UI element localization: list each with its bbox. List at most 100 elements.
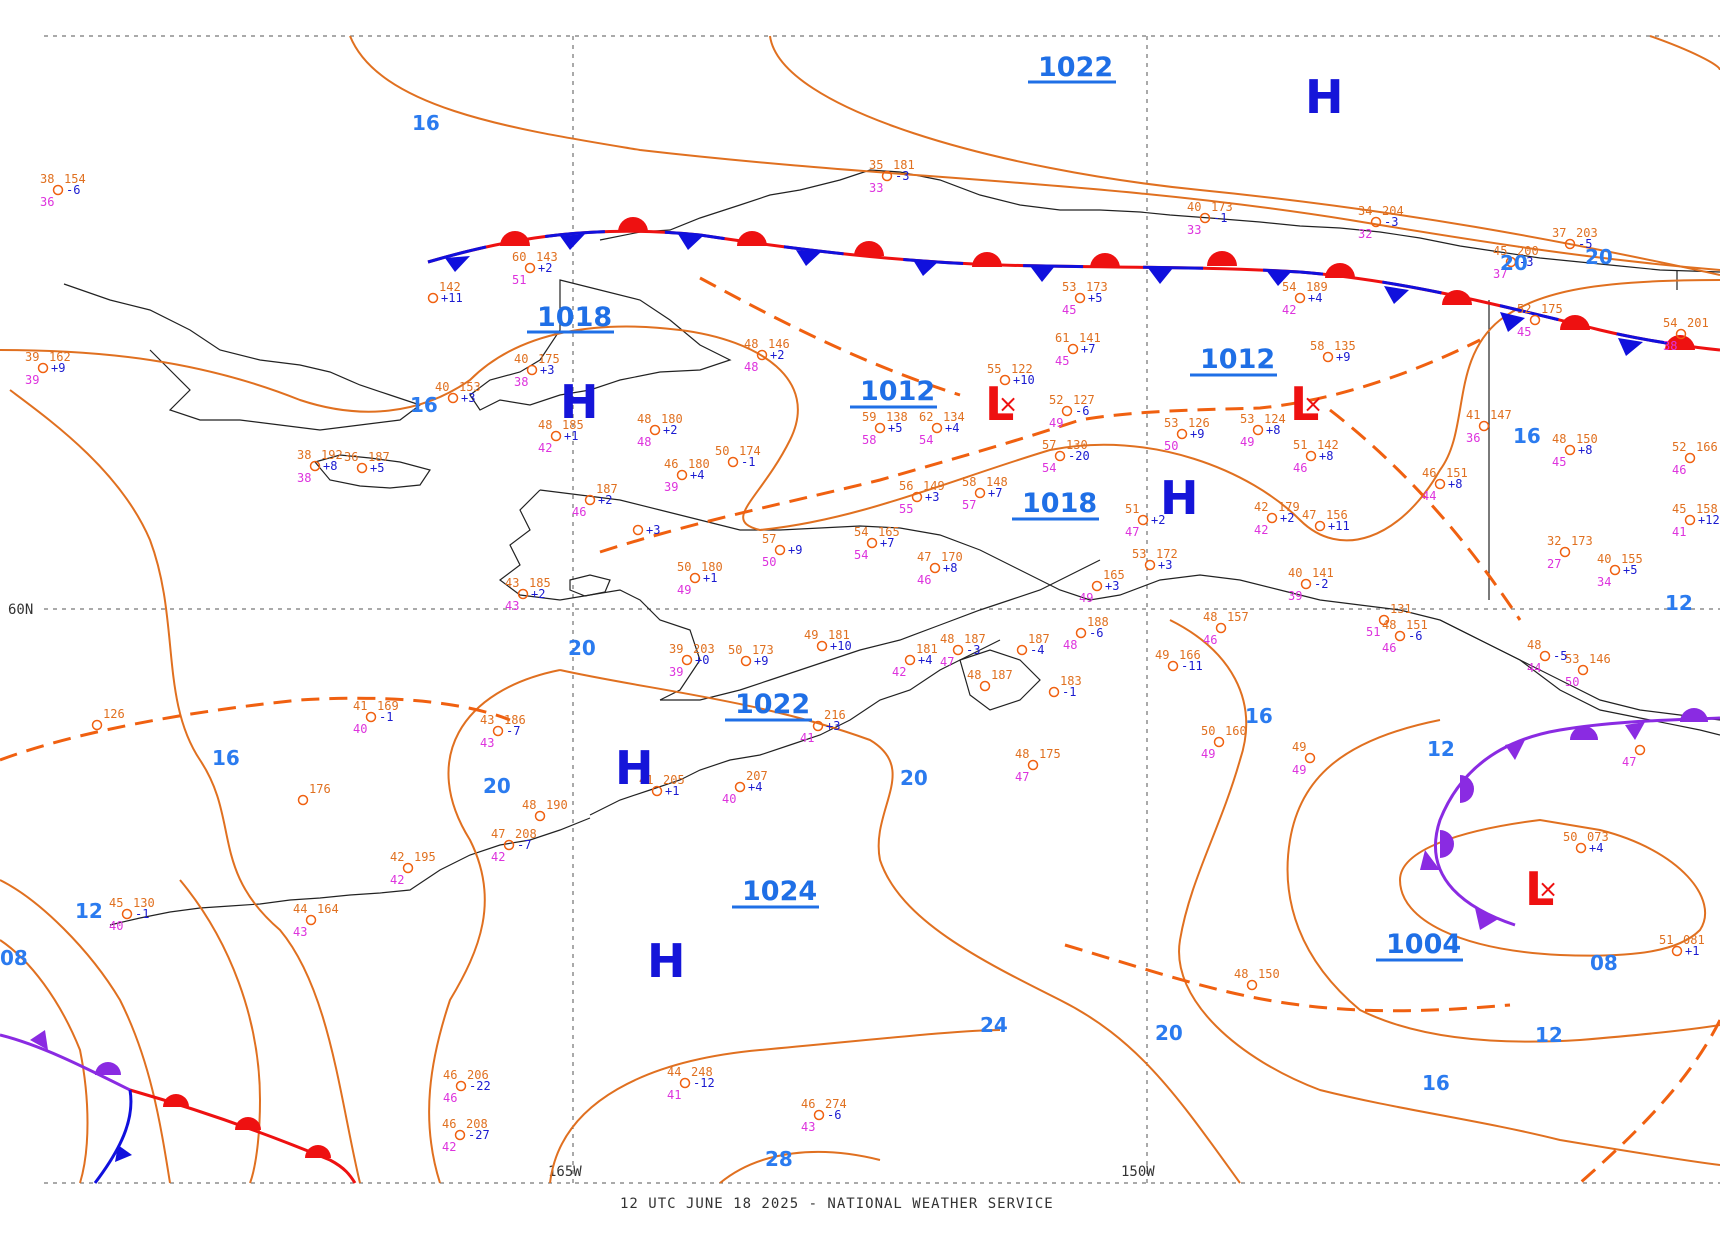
- station-tendency: +8: [1319, 449, 1333, 463]
- occluded-front-southwest: [0, 1033, 131, 1092]
- station-plot: 176: [297, 782, 331, 806]
- station-plot: 46 206-22 46: [443, 1068, 491, 1105]
- station-marker-icon: [649, 424, 661, 436]
- station-marker-icon: [676, 469, 688, 481]
- station-dewpoint: 43: [293, 925, 307, 939]
- station-pressure: 146: [768, 337, 790, 351]
- station-pressure: 135: [1334, 339, 1356, 353]
- station-temperature: 48: [1015, 747, 1029, 761]
- station-pressure: 138: [886, 410, 908, 424]
- station-temperature: 40: [1288, 566, 1302, 580]
- isobar-1016-bering: [0, 279, 1720, 542]
- station-temperature: 43: [480, 713, 494, 727]
- station-pressure: 185: [562, 418, 584, 432]
- station-plot: 48 175 47: [1015, 747, 1061, 784]
- station-pressure: 173: [1086, 280, 1108, 294]
- station-temperature: 40: [1597, 552, 1611, 566]
- station-tendency: -3: [966, 643, 980, 657]
- station-pressure: 173: [1211, 200, 1233, 214]
- station-plot: 59 138+5 58: [862, 410, 908, 447]
- isobar-label: 24: [980, 1013, 1008, 1037]
- coastline-seward-peninsula: [469, 279, 732, 411]
- station-plot: 165+3 49: [1079, 568, 1125, 605]
- station-temperature: 49: [1292, 740, 1306, 754]
- station-plot: 47: [1622, 744, 1646, 769]
- station-marker-icon: [503, 839, 515, 851]
- station-temperature: 56: [899, 479, 913, 493]
- station-temperature: 58: [962, 475, 976, 489]
- station-pressure: 206: [467, 1068, 489, 1082]
- low-center-marker: L: [985, 377, 1014, 431]
- isobar-1016-west: [9, 389, 361, 1184]
- high-center-marker: H: [1160, 471, 1199, 525]
- station-temperature: 54: [854, 525, 868, 539]
- station-tendency: -7: [506, 724, 520, 738]
- station-marker-icon: [681, 654, 693, 666]
- station-temperature: 46: [443, 1068, 457, 1082]
- station-dewpoint: 49: [677, 583, 691, 597]
- station-tendency: +9: [754, 654, 768, 668]
- station-plot: 187-4: [1016, 632, 1050, 657]
- coastline-yk-delta: [499, 489, 701, 701]
- station-temperature: 48: [967, 668, 981, 682]
- station-marker-icon: [1137, 514, 1149, 526]
- station-temperature: 51: [1293, 438, 1307, 452]
- station-dewpoint: 46: [1203, 633, 1217, 647]
- station-dewpoint: 39: [664, 480, 678, 494]
- station-temperature: 53: [1164, 416, 1178, 430]
- station-plot: 53 126+9 50: [1164, 416, 1210, 453]
- station-tendency: -11: [1181, 659, 1203, 673]
- station-pressure: 162: [49, 350, 71, 364]
- isobar-1028: [719, 1150, 881, 1184]
- station-plot: 53 146 50: [1565, 652, 1611, 689]
- station-pressure: 185: [529, 576, 551, 590]
- station-tendency: +5: [1088, 291, 1102, 305]
- station-dewpoint: 54: [1042, 461, 1056, 475]
- station-marker-icon: [1564, 444, 1576, 456]
- trough-aleutians: [0, 696, 511, 762]
- station-marker-icon: [492, 725, 504, 737]
- high-center-marker: H: [1305, 70, 1344, 124]
- station-dewpoint: 57: [962, 498, 976, 512]
- station-dewpoint: 36: [40, 195, 54, 209]
- station-dewpoint: 38: [297, 471, 311, 485]
- station-plot: 38 154-6 36: [40, 172, 86, 209]
- station-pressure: 130: [133, 896, 155, 910]
- station-plot: 57 130-20 54: [1042, 438, 1090, 475]
- station-pressure: 141: [1312, 566, 1334, 580]
- station-dewpoint: 46: [572, 505, 586, 519]
- station-plot: 60 143+2 51: [512, 250, 558, 287]
- station-temperature: 39: [25, 350, 39, 364]
- station-tendency: +2: [531, 587, 545, 601]
- station-tendency: +3: [461, 391, 475, 405]
- station-temperature: 49: [804, 628, 818, 642]
- station-tendency: +9: [1336, 350, 1350, 364]
- station-temperature: 60: [512, 250, 526, 264]
- station-dewpoint: 55: [899, 502, 913, 516]
- station-marker-icon: [1300, 578, 1312, 590]
- station-temperature: 52: [1049, 393, 1063, 407]
- pressure-label: 1012: [860, 376, 935, 407]
- station-pressure: 203: [1576, 226, 1598, 240]
- station-tendency: +1: [564, 429, 578, 443]
- station-temperature: 48: [1234, 967, 1248, 981]
- station-marker-icon: [455, 1080, 467, 1092]
- station-pressure: 122: [1011, 362, 1033, 376]
- station-marker-icon: [1016, 644, 1028, 656]
- coastline-nunivak-island: [569, 574, 611, 597]
- isobar-1020-central: [559, 669, 1241, 1184]
- station-pressure: 204: [1382, 204, 1404, 218]
- high-center-marker: H: [647, 934, 686, 988]
- station-plot: 52 127-6 49: [1049, 393, 1095, 430]
- station-marker-icon: [297, 794, 309, 806]
- station-plot: 49 166-11: [1155, 648, 1203, 673]
- station-dewpoint: 58: [862, 433, 876, 447]
- station-dewpoint: 49: [1292, 763, 1306, 777]
- coastline-st-lawrence-island: [313, 454, 431, 489]
- station-marker-icon: [774, 544, 786, 556]
- station-marker-icon: [1176, 428, 1188, 440]
- station-marker-icon: [524, 262, 536, 274]
- station-tendency: +3: [1158, 558, 1172, 572]
- station-marker-icon: [1394, 630, 1406, 642]
- station-dewpoint: 46: [1293, 461, 1307, 475]
